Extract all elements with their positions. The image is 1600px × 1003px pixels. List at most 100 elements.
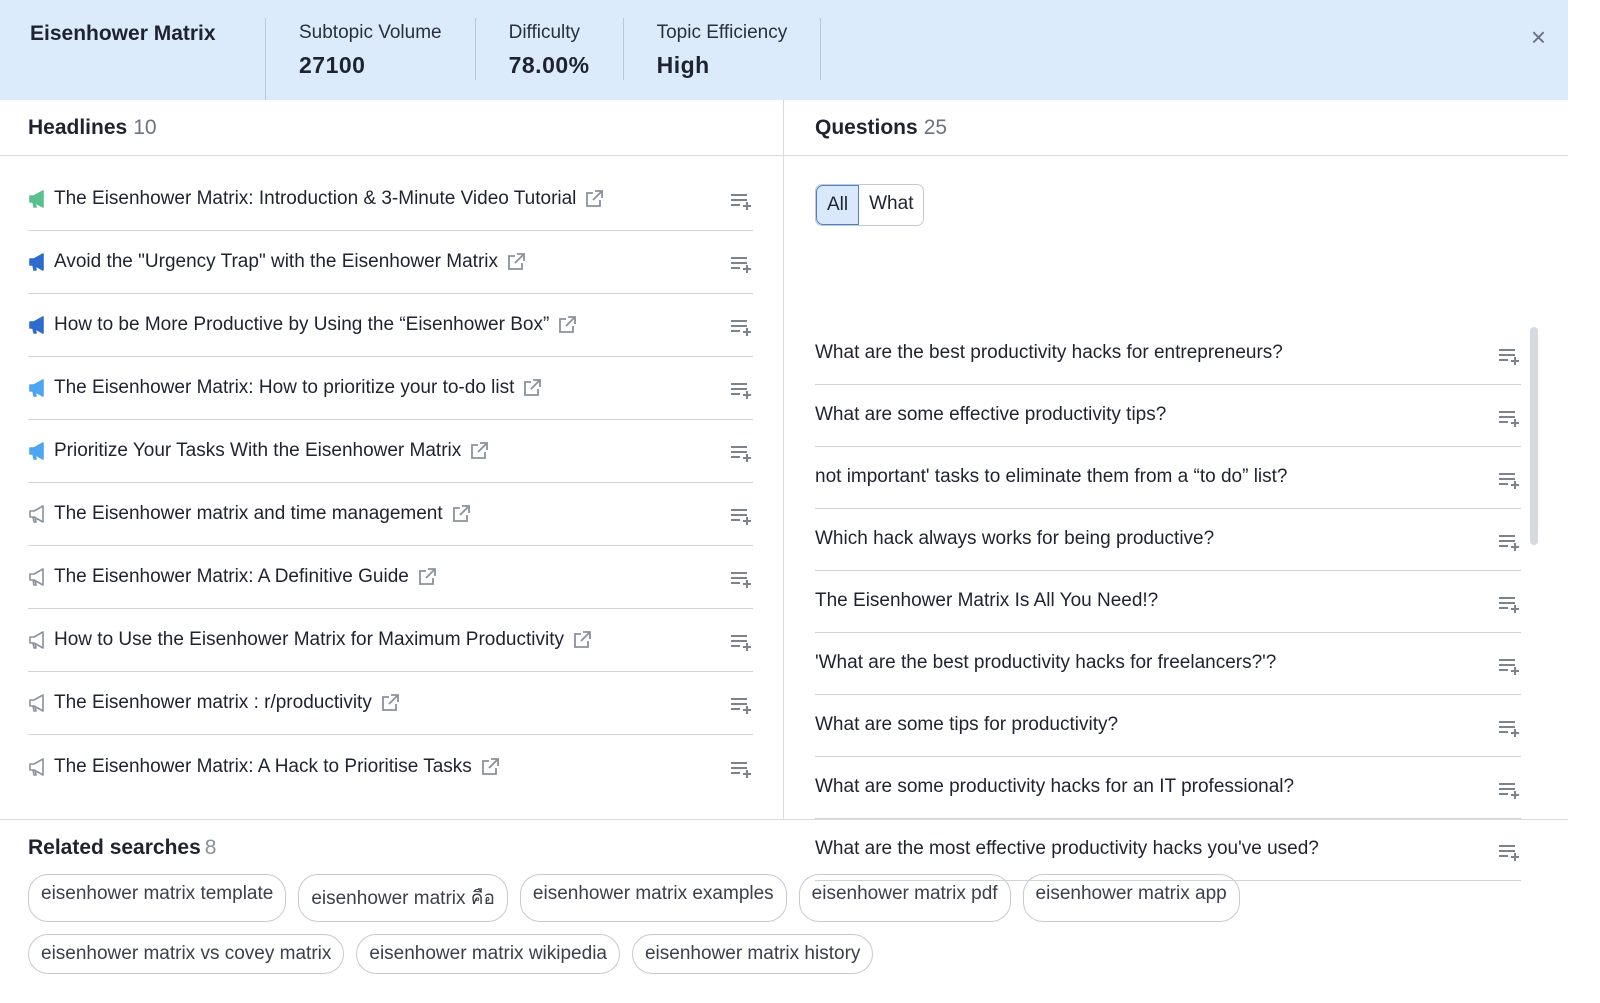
related-search-chip[interactable]: eisenhower matrix คือ — [298, 874, 508, 922]
add-to-list-icon[interactable] — [1497, 408, 1521, 428]
related-search-chip[interactable]: eisenhower matrix vs covey matrix — [28, 934, 345, 974]
headline-text[interactable]: How to be More Productive by Using the “… — [54, 314, 550, 335]
external-link-icon[interactable] — [557, 315, 577, 335]
questions-panel: Questions 25 All What What are the best p… — [784, 100, 1568, 881]
headlines-count: 10 — [133, 116, 157, 139]
question-text: What are the most effective productivity… — [815, 837, 1319, 859]
add-to-list-icon[interactable] — [1497, 594, 1521, 614]
headline-text[interactable]: How to Use the Eisenhower Matrix for Max… — [54, 629, 564, 650]
question-text: What are some effective productivity tip… — [815, 403, 1167, 425]
external-link-icon[interactable] — [506, 252, 526, 272]
related-search-chip[interactable]: eisenhower matrix template — [28, 874, 287, 922]
related-search-chip[interactable]: eisenhower matrix pdf — [798, 874, 1011, 922]
question-text: not important' tasks to eliminate them f… — [815, 465, 1288, 487]
headline-row: How to Use the Eisenhower Matrix for Max… — [28, 609, 753, 672]
external-link-icon[interactable] — [469, 441, 489, 461]
metric-value: 27100 — [299, 52, 366, 78]
headline-row: How to be More Productive by Using the “… — [28, 294, 753, 357]
add-to-list-icon[interactable] — [729, 632, 753, 652]
question-text: What are the best productivity hacks for… — [815, 341, 1283, 363]
question-text: The Eisenhower Matrix Is All You Need!? — [815, 589, 1159, 611]
related-count: 8 — [204, 836, 217, 859]
questions-title: Questions — [815, 116, 918, 139]
external-link-icon[interactable] — [380, 693, 400, 713]
headline-text[interactable]: The Eisenhower matrix and time managemen… — [54, 503, 443, 524]
question-text: Which hack always works for being produc… — [815, 527, 1215, 549]
megaphone-icon — [29, 316, 44, 334]
add-to-list-icon[interactable] — [1497, 656, 1521, 676]
megaphone-icon — [29, 379, 44, 397]
metric-difficulty: Difficulty 78.00% — [476, 18, 624, 80]
question-row: What are some tips for productivity? — [815, 695, 1521, 757]
headline-text[interactable]: Avoid the "Urgency Trap" with the Eisenh… — [54, 251, 499, 272]
question-row: What are some effective productivity tip… — [815, 385, 1521, 447]
megaphone-icon — [29, 253, 44, 271]
megaphone-icon — [29, 505, 44, 523]
metric-label: Difficulty — [508, 22, 581, 43]
question-row: What are the best productivity hacks for… — [815, 323, 1521, 385]
related-search-chip[interactable]: eisenhower matrix app — [1022, 874, 1240, 922]
add-to-list-icon[interactable] — [1497, 780, 1521, 800]
headline-text[interactable]: The Eisenhower Matrix: How to prioritize… — [54, 377, 515, 398]
question-filter: All What — [815, 184, 925, 226]
related-searches: Related searches 8 eisenhower matrix temp… — [0, 820, 1568, 990]
headline-text[interactable]: The Eisenhower Matrix: A Definitive Guid… — [54, 566, 409, 587]
external-link-icon[interactable] — [584, 189, 604, 209]
questions-count: 25 — [923, 116, 948, 139]
related-title: Related searches — [28, 836, 201, 859]
add-to-list-icon[interactable] — [729, 569, 753, 589]
megaphone-icon — [29, 442, 44, 460]
question-row: Which hack always works for being produc… — [815, 509, 1521, 571]
add-to-list-icon[interactable] — [729, 695, 753, 715]
add-to-list-icon[interactable] — [729, 380, 753, 400]
related-search-chip[interactable]: eisenhower matrix examples — [519, 874, 787, 922]
related-search-chip[interactable]: eisenhower matrix history — [631, 934, 874, 974]
headline-text[interactable]: The Eisenhower Matrix: A Hack to Priorit… — [54, 755, 472, 777]
add-to-list-icon[interactable] — [1497, 842, 1521, 862]
add-to-list-icon[interactable] — [729, 506, 753, 526]
question-text: 'What are the best productivity hacks fo… — [815, 651, 1277, 673]
add-to-list-icon[interactable] — [729, 191, 753, 211]
topic-header: Eisenhower Matrix Subtopic Volume 27100 D… — [0, 0, 1568, 100]
external-link-icon[interactable] — [417, 567, 437, 587]
external-link-icon[interactable] — [451, 504, 471, 524]
add-to-list-icon[interactable] — [729, 443, 753, 463]
add-to-list-icon[interactable] — [729, 317, 753, 337]
related-search-chip[interactable]: eisenhower matrix wikipedia — [356, 934, 620, 974]
question-row: The Eisenhower Matrix Is All You Need!? — [815, 571, 1521, 633]
topic-title: Eisenhower Matrix — [0, 18, 266, 100]
headline-text[interactable]: The Eisenhower Matrix: Introduction & 3-… — [54, 188, 577, 209]
metric-label: Topic Efficiency — [656, 22, 788, 43]
add-to-list-icon[interactable] — [1497, 532, 1521, 552]
question-text: What are some productivity hacks for an … — [815, 775, 1295, 797]
headlines-title: Headlines — [28, 116, 128, 139]
question-row: not important' tasks to eliminate them f… — [815, 447, 1521, 509]
headline-row: Avoid the "Urgency Trap" with the Eisenh… — [28, 231, 753, 294]
add-to-list-icon[interactable] — [1497, 718, 1521, 738]
external-link-icon[interactable] — [480, 757, 500, 777]
headline-row: The Eisenhower Matrix: A Hack to Priorit… — [28, 735, 753, 798]
megaphone-icon — [29, 190, 44, 208]
scrollbar[interactable] — [1530, 327, 1538, 545]
headline-text[interactable]: Prioritize Your Tasks With the Eisenhowe… — [54, 440, 462, 461]
megaphone-icon — [29, 568, 44, 586]
headlines-panel: Headlines 10 The Eisenhower Matrix: Intro… — [0, 100, 784, 819]
question-row: 'What are the best productivity hacks fo… — [815, 633, 1521, 695]
headline-row: The Eisenhower matrix : r/productivity — [28, 672, 753, 735]
headline-row: The Eisenhower Matrix: A Definitive Guid… — [28, 546, 753, 609]
megaphone-icon — [29, 694, 44, 712]
external-link-icon[interactable] — [572, 630, 592, 650]
add-to-list-icon[interactable] — [1497, 470, 1521, 490]
add-to-list-icon[interactable] — [729, 759, 753, 779]
metric-topic-efficiency: Topic Efficiency High — [624, 18, 822, 80]
metric-value: 78.00% — [508, 52, 590, 78]
add-to-list-icon[interactable] — [1497, 346, 1521, 366]
filter-what[interactable]: What — [869, 193, 914, 214]
headline-text[interactable]: The Eisenhower matrix : r/productivity — [54, 692, 372, 713]
external-link-icon[interactable] — [522, 378, 542, 398]
megaphone-icon — [29, 757, 44, 776]
metric-value: High — [656, 52, 710, 78]
close-icon[interactable]: × — [1530, 22, 1546, 52]
filter-all[interactable]: All — [816, 185, 860, 225]
add-to-list-icon[interactable] — [729, 254, 753, 274]
